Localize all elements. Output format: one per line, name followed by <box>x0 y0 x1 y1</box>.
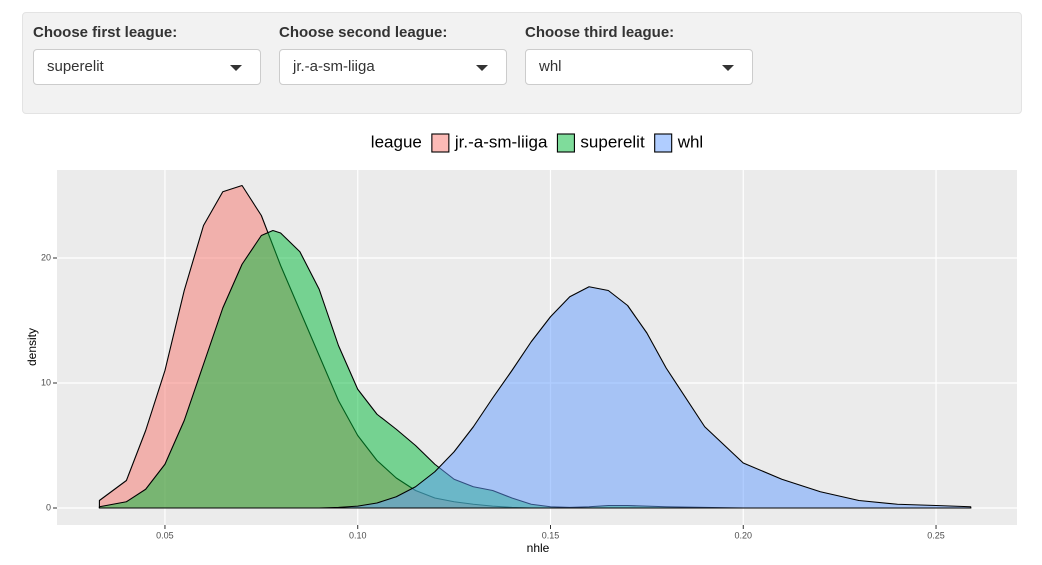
x-tick-label: 0.10 <box>349 530 367 540</box>
control: Choose third league: whl <box>525 23 753 85</box>
y-tick-label: 10 <box>41 377 51 387</box>
control: Choose second league: jr.-a-sm-liiga <box>279 23 507 85</box>
legend-key <box>556 133 575 153</box>
legend: league jr.-a-sm-liiga superelit whl <box>371 132 704 153</box>
dropdown[interactable]: superelit <box>33 49 261 85</box>
legend-label: jr.-a-sm-liiga <box>454 132 548 151</box>
x-tick-label: 0.25 <box>927 530 945 540</box>
x-tick-label: 0.15 <box>542 530 560 540</box>
control-label: Choose first league: <box>33 24 178 41</box>
dropdown[interactable]: whl <box>525 49 753 85</box>
x-tick-label: 0.20 <box>734 530 752 540</box>
density-area <box>98 286 972 509</box>
control-panel: Choose first league: superelit Choose se… <box>22 12 1022 114</box>
control-label: Choose second league: <box>279 24 448 41</box>
dropdown[interactable]: jr.-a-sm-liiga <box>279 49 507 85</box>
legend-label: superelit <box>580 132 645 151</box>
legend-key <box>431 133 450 153</box>
y-axis-title: density <box>25 328 39 366</box>
x-tick-label: 0.05 <box>156 530 174 540</box>
control-label: Choose third league: <box>525 24 675 41</box>
y-tick-label: 0 <box>46 502 51 512</box>
legend-title: league <box>371 132 422 151</box>
control: Choose first league: superelit <box>33 23 261 85</box>
y-tick-label: 20 <box>41 252 51 262</box>
legend-label: whl <box>677 132 704 151</box>
x-axis-title: nhle <box>527 541 550 555</box>
legend-key <box>654 133 673 153</box>
